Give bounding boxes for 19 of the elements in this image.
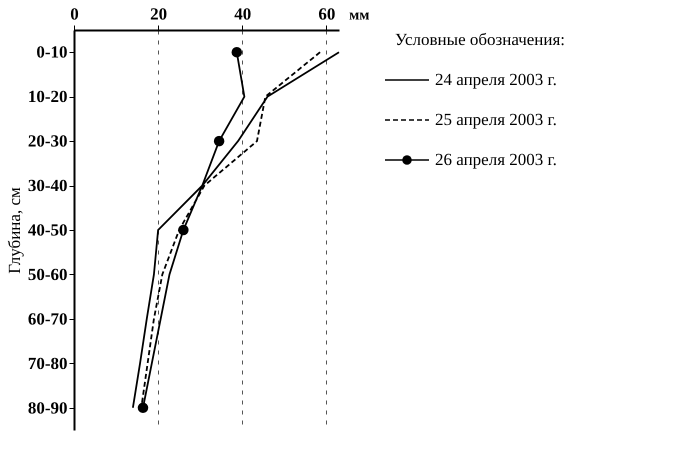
y-tick-label: 50-60 (28, 264, 68, 284)
y-tick-label: 30-40 (28, 176, 68, 196)
y-tick-label: 20-30 (28, 132, 68, 151)
y-tick-label: 10-20 (28, 87, 68, 106)
legend-title: Условные обозначения: (395, 30, 566, 49)
y-axis-title: Глубина, см (4, 187, 24, 274)
x-tick-label: 0 (70, 4, 79, 24)
legend-label: 26 апреля 2003 г. (435, 150, 557, 169)
y-tick-label: 40-50 (28, 220, 68, 240)
y-tick-label: 60-70 (28, 309, 68, 328)
x-tick-label: 40 (234, 4, 252, 24)
y-tick-label: 80-90 (28, 398, 68, 418)
x-tick-label: 20 (150, 4, 168, 24)
legend-label: 25 апреля 2003 г. (435, 110, 557, 129)
y-tick-label: 70-80 (28, 354, 68, 373)
x-axis-title: мм (349, 8, 370, 24)
legend-label: 24 апреля 2003 г. (435, 70, 557, 89)
y-tick-label: 0-10 (36, 42, 68, 62)
x-tick-label: 60 (318, 4, 336, 24)
